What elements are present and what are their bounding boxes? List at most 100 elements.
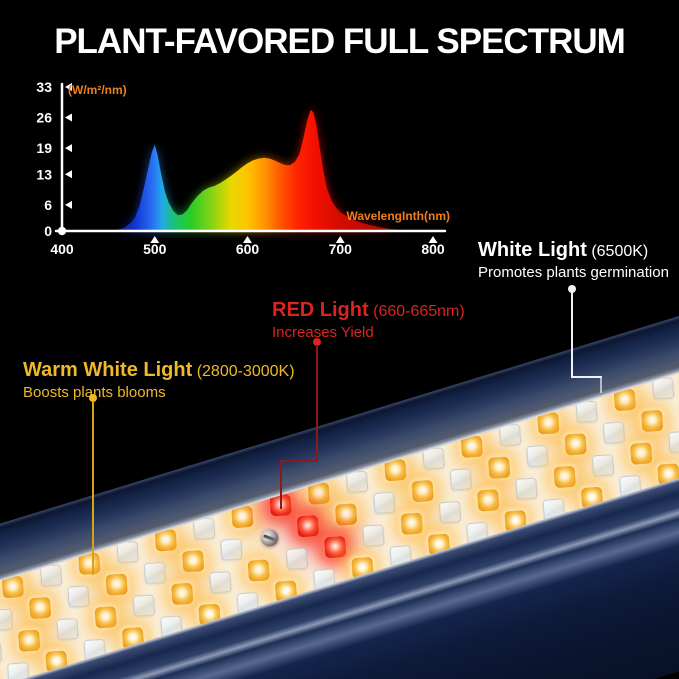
y-tick-arrow-icon bbox=[65, 170, 72, 179]
white-led bbox=[449, 467, 472, 491]
warm-led bbox=[487, 456, 510, 479]
warm-led bbox=[613, 388, 636, 411]
x-tick-label: 600 bbox=[236, 241, 260, 257]
white-led bbox=[208, 570, 232, 594]
y-tick-label: 0 bbox=[44, 223, 52, 239]
x-tick-label: 700 bbox=[329, 241, 353, 257]
white-led bbox=[498, 423, 521, 446]
warm-led bbox=[383, 458, 406, 482]
warm-led bbox=[460, 435, 483, 458]
spectrum-curve bbox=[113, 109, 413, 231]
warm-led bbox=[181, 549, 204, 573]
warm-led bbox=[629, 442, 652, 465]
x-tick-label: 500 bbox=[143, 241, 167, 257]
warm-led bbox=[1, 575, 24, 599]
leader-line-white bbox=[571, 292, 573, 378]
white-led bbox=[372, 491, 396, 514]
white-led bbox=[667, 430, 679, 453]
leader-line-red bbox=[280, 460, 318, 462]
y-tick-label: 19 bbox=[36, 140, 52, 156]
white-led bbox=[421, 446, 445, 470]
x-tick-arrow-icon bbox=[335, 236, 345, 243]
x-tick-arrow-icon bbox=[243, 236, 252, 243]
x-tick-label: 400 bbox=[50, 241, 74, 257]
annotation-detail: (2800-3000K) bbox=[196, 363, 295, 380]
white-led bbox=[345, 470, 368, 493]
leader-dot-warm bbox=[89, 394, 97, 402]
white-led bbox=[285, 547, 308, 570]
annotation-white-light: White Light (6500K) Promotes plants germ… bbox=[478, 238, 669, 283]
white-led bbox=[132, 594, 155, 617]
white-led bbox=[591, 453, 614, 477]
y-tick-arrow-icon bbox=[65, 144, 72, 153]
annotation-red-light: RED Light (660-665nm) Increases Yield bbox=[272, 298, 465, 343]
white-led bbox=[39, 563, 62, 587]
warm-led bbox=[170, 582, 193, 605]
annotation-name: White Light bbox=[478, 239, 587, 261]
white-led bbox=[361, 523, 385, 547]
annotation-heading: Warm White Light (2800-3000K) bbox=[23, 358, 295, 383]
y-tick-label: 6 bbox=[44, 197, 52, 213]
leader-dot-red bbox=[313, 338, 321, 346]
x-tick-label: 800 bbox=[421, 241, 445, 257]
origin-dot bbox=[57, 226, 67, 236]
white-led bbox=[66, 584, 89, 608]
annotation-heading: RED Light (660-665nm) bbox=[272, 298, 465, 323]
leader-line-white bbox=[600, 378, 602, 393]
white-led bbox=[438, 500, 461, 523]
warm-led bbox=[93, 605, 117, 629]
white-led bbox=[6, 661, 29, 679]
annotation-description: Promotes plants germination bbox=[478, 264, 669, 281]
white-led bbox=[143, 561, 166, 584]
y-tick-arrow-icon bbox=[65, 113, 72, 122]
page-title: PLANT-FAVORED FULL SPECTRUM bbox=[54, 22, 626, 61]
white-led bbox=[219, 538, 242, 561]
warm-led bbox=[552, 465, 576, 488]
warm-led bbox=[104, 573, 128, 596]
annotation-heading: White Light (6500K) bbox=[478, 238, 669, 263]
white-led bbox=[525, 444, 549, 467]
annotation-warm-white-light: Warm White Light (2800-3000K) Boosts pla… bbox=[23, 358, 295, 403]
y-tick-arrow-icon bbox=[65, 200, 72, 209]
x-tick-arrow-icon bbox=[150, 236, 160, 243]
warm-led bbox=[563, 432, 587, 456]
x-tick-arrow-icon bbox=[428, 236, 438, 243]
red-led bbox=[296, 514, 319, 538]
leader-line-red bbox=[316, 345, 318, 462]
warm-led bbox=[246, 558, 270, 582]
white-led bbox=[514, 477, 538, 500]
leader-line-white bbox=[571, 376, 602, 378]
white-led bbox=[115, 540, 139, 563]
warm-led bbox=[307, 482, 330, 505]
annotation-detail: (6500K) bbox=[591, 243, 649, 260]
y-axis-unit-label: (W/m²/nm) bbox=[68, 83, 127, 97]
annotation-description: Boosts plants blooms bbox=[23, 384, 166, 401]
warm-led bbox=[476, 488, 499, 512]
white-led bbox=[192, 517, 215, 540]
screw-slot bbox=[262, 533, 276, 542]
leader-line-red bbox=[280, 460, 282, 509]
leader-line-warm bbox=[92, 401, 94, 575]
warm-led bbox=[17, 629, 40, 652]
y-tick-label: 33 bbox=[36, 79, 52, 95]
warm-led bbox=[410, 479, 434, 503]
warm-led bbox=[154, 528, 177, 552]
y-tick-label: 13 bbox=[36, 166, 52, 182]
y-tick-arrow-icon bbox=[65, 83, 72, 91]
white-led bbox=[55, 617, 79, 640]
white-led bbox=[602, 421, 625, 444]
screw bbox=[258, 526, 280, 549]
y-tick-label: 26 bbox=[36, 110, 52, 126]
annotation-detail: (660-665nm) bbox=[373, 303, 465, 320]
white-led bbox=[651, 376, 674, 400]
white-led bbox=[0, 640, 2, 664]
warm-led bbox=[399, 512, 423, 535]
warm-led bbox=[640, 409, 663, 432]
warm-led bbox=[334, 502, 357, 526]
warm-led bbox=[77, 552, 100, 575]
warm-led bbox=[28, 596, 51, 619]
red-led bbox=[323, 535, 346, 559]
annotation-description: Increases Yield bbox=[272, 324, 374, 341]
x-axis-label: WavelengInth(nm) bbox=[346, 209, 450, 223]
